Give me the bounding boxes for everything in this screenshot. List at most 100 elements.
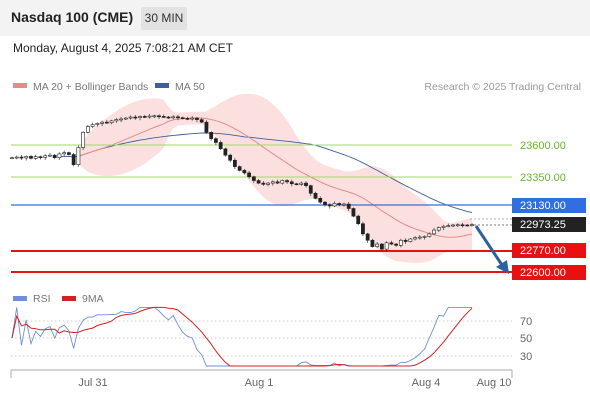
timeframe-button[interactable]: 30 MIN [141, 7, 187, 30]
candle-body [43, 155, 48, 158]
candle-body [232, 159, 237, 167]
ma20-legend-swatch [13, 83, 27, 88]
candle-body [417, 236, 422, 239]
candle-body [67, 152, 71, 155]
support-label-box-1 [512, 243, 586, 258]
candle-body [171, 116, 176, 119]
candle-body [470, 224, 474, 226]
ma50-line [59, 132, 473, 213]
bollinger-bands [78, 93, 473, 263]
level-label-23130: 23130.00 [520, 200, 566, 212]
candle-body [157, 115, 161, 118]
pivot-label-box [512, 198, 586, 213]
candle-body [33, 156, 38, 159]
candle-body [228, 154, 233, 161]
candle-body [285, 180, 289, 183]
candle-body [81, 132, 86, 148]
candle-body [195, 117, 199, 120]
rsi-line [11, 306, 472, 367]
x-label-aug1: Aug 1 [245, 377, 274, 389]
candle-body [152, 115, 157, 118]
candle-body [304, 182, 308, 186]
candle-body [398, 239, 403, 246]
candle-body [138, 116, 142, 118]
candle-body [299, 182, 304, 185]
candle-body [209, 132, 214, 139]
candle-body [19, 156, 24, 159]
candle-body [176, 116, 180, 119]
candle-body [24, 156, 29, 159]
candle-body [247, 172, 252, 178]
candle-body [280, 180, 285, 184]
x-label-aug10: Aug 10 [477, 377, 512, 389]
candle-body [204, 121, 209, 133]
candle-body [48, 154, 52, 157]
candle-body [403, 239, 408, 242]
candle-body [384, 242, 389, 250]
candle-body [275, 181, 280, 184]
research-credit: Research © 2025 Trading Central [424, 81, 581, 93]
candle-body [10, 157, 14, 159]
forecast-arrow-head [496, 260, 509, 274]
candle-body [266, 182, 270, 185]
moving-averages [59, 117, 473, 238]
level-label-23350: 23350.00 [520, 172, 566, 184]
candle-body [289, 181, 294, 185]
candle-body [242, 170, 247, 174]
candle-body [214, 138, 218, 143]
candle-body [14, 156, 19, 159]
candle-body [161, 116, 166, 118]
last-price-box [512, 217, 586, 232]
candle-body [446, 225, 451, 227]
candle-body [370, 239, 375, 247]
rsi-label-30: 30 [520, 351, 532, 363]
candle-body [318, 198, 323, 203]
rsi-ma-legend-swatch [62, 296, 76, 301]
candle-body [394, 243, 399, 246]
level-label-last: 22973.25 [520, 219, 566, 231]
chart-datetime: Monday, August 4, 2025 7:08:21 AM CET [13, 41, 233, 55]
candle-body [133, 116, 138, 119]
rsi-label-70: 70 [520, 316, 532, 328]
candle-body [375, 243, 380, 247]
candle-body [52, 154, 57, 159]
candle-body [356, 215, 361, 225]
support-label-box-2 [512, 265, 586, 280]
candle-body [114, 119, 119, 122]
level-label-23600: 23600.00 [520, 140, 566, 152]
candle-body [441, 225, 446, 228]
candle-body [308, 185, 313, 194]
level-label-22770: 22770.00 [520, 245, 566, 257]
candle-body [323, 201, 327, 205]
candle-body [256, 180, 261, 184]
ma50-legend-label: MA 50 [175, 81, 205, 93]
candle-body [408, 238, 413, 242]
candle-body [460, 224, 465, 227]
candle-body [432, 229, 436, 235]
bollinger-band-area [78, 93, 473, 263]
candle-body [223, 148, 228, 156]
chart-header-bar [0, 0, 590, 36]
candle-body [104, 121, 109, 124]
candle-body [346, 203, 351, 209]
candle-body [294, 183, 299, 186]
candle-body [85, 126, 90, 133]
candle-body [436, 227, 441, 231]
candlesticks [10, 114, 474, 252]
candle-body [427, 233, 432, 237]
ma20-legend-label: MA 20 + Bollinger Bands [33, 81, 148, 93]
candle-body [100, 121, 105, 124]
candle-body [109, 120, 114, 124]
candle-body [199, 119, 204, 123]
candle-body [351, 208, 356, 217]
candle-body [119, 118, 123, 121]
candle-body [332, 203, 337, 207]
candle-body [90, 124, 95, 127]
candle-body [465, 224, 470, 227]
candle-body [38, 156, 43, 158]
candle-body [218, 142, 223, 150]
candle-body [313, 192, 318, 199]
candle-body [166, 116, 171, 119]
candle-body [451, 224, 455, 227]
